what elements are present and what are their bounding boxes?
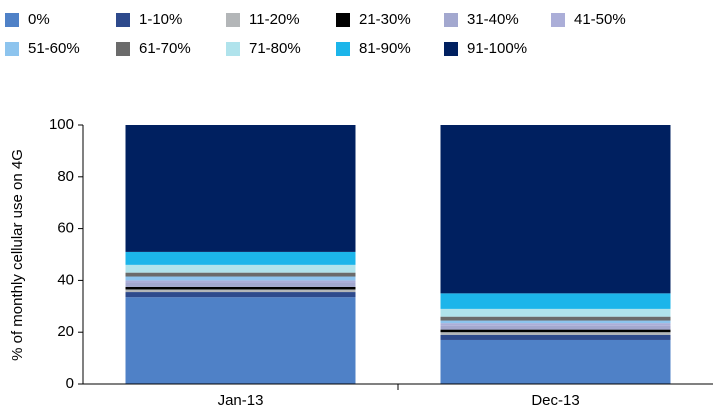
bar-segment — [125, 264, 356, 273]
y-tick-label: 100 — [49, 116, 74, 133]
bar-segment — [125, 289, 356, 293]
legend-swatch — [444, 13, 458, 27]
bar-segment — [125, 282, 356, 287]
bar-segment — [125, 272, 356, 277]
bar-segment — [440, 332, 671, 335]
bar-segment — [440, 325, 671, 330]
bar-segment — [125, 251, 356, 265]
legend-label: 91-100% — [467, 40, 527, 57]
legend-label: 81-90% — [359, 40, 411, 57]
bar-segment — [440, 316, 671, 321]
bar-segment — [440, 329, 671, 333]
legend-swatch — [116, 13, 130, 27]
legend-label: 21-30% — [359, 11, 411, 28]
legend-swatch — [336, 13, 350, 27]
legend-label: 31-40% — [467, 11, 519, 28]
legend-label: 11-20% — [249, 11, 300, 28]
legend-swatch — [336, 42, 350, 56]
bar-segment — [440, 323, 671, 326]
bar-segment — [125, 280, 356, 283]
legend-swatch — [116, 42, 130, 56]
legend-swatch — [226, 13, 240, 27]
legend-swatch — [444, 42, 458, 56]
bar-segment — [440, 125, 671, 294]
legend-label: 61-70% — [139, 40, 191, 57]
legend-swatch — [226, 42, 240, 56]
y-tick-label: 0 — [66, 375, 74, 392]
y-tick-label: 60 — [57, 220, 74, 237]
y-tick-label: 40 — [57, 271, 74, 288]
y-tick-label: 80 — [57, 168, 74, 185]
bar-segment — [125, 276, 356, 281]
legend-label: 51-60% — [28, 40, 80, 57]
bar-segment — [125, 292, 356, 298]
x-tick-label: Dec-13 — [531, 392, 579, 409]
bar-segment — [125, 297, 356, 384]
bar-segment — [440, 320, 671, 324]
legend-swatch — [5, 42, 19, 56]
x-tick-label: Jan-13 — [218, 392, 264, 409]
y-tick-label: 20 — [57, 323, 74, 340]
bar-segment — [440, 339, 671, 384]
legend-label: 41-50% — [574, 11, 626, 28]
legend-swatch — [551, 13, 565, 27]
legend-swatch — [5, 13, 19, 27]
bar-segment — [440, 308, 671, 317]
bar-segment — [440, 334, 671, 340]
bar-segment — [125, 125, 356, 252]
y-axis-title: % of monthly cellular use on 4G — [9, 149, 26, 361]
legend-label: 0% — [28, 11, 50, 28]
legend-label: 71-80% — [249, 40, 301, 57]
bar-segment — [125, 286, 356, 290]
bar-segment — [440, 293, 671, 309]
legend-label: 1-10% — [139, 11, 182, 28]
